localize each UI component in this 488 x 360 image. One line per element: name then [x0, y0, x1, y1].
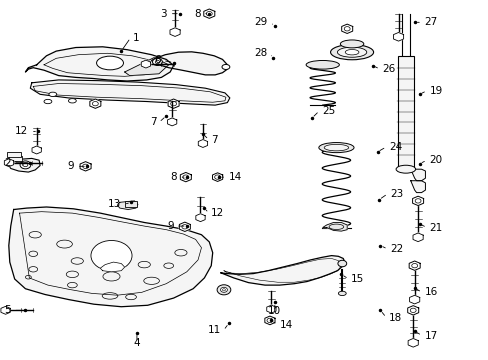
Polygon shape — [410, 169, 425, 181]
Polygon shape — [141, 60, 150, 68]
Polygon shape — [9, 158, 40, 172]
Text: 7: 7 — [211, 135, 218, 145]
Polygon shape — [410, 181, 425, 193]
Text: 23: 23 — [389, 189, 403, 199]
Ellipse shape — [324, 144, 348, 151]
Polygon shape — [407, 338, 417, 347]
Text: 9: 9 — [166, 221, 173, 231]
Text: 2: 2 — [4, 158, 11, 168]
Text: 29: 29 — [254, 17, 267, 27]
Text: 8: 8 — [193, 9, 200, 19]
Text: 1: 1 — [133, 33, 140, 43]
Text: 17: 17 — [424, 330, 437, 341]
Polygon shape — [412, 233, 422, 242]
Polygon shape — [167, 118, 177, 126]
Text: 24: 24 — [388, 142, 401, 152]
Polygon shape — [203, 9, 214, 18]
Polygon shape — [412, 196, 423, 206]
Ellipse shape — [337, 47, 366, 57]
Polygon shape — [393, 32, 403, 41]
Text: 5: 5 — [4, 305, 11, 315]
Ellipse shape — [338, 291, 346, 296]
Text: 11: 11 — [207, 325, 221, 336]
Polygon shape — [180, 172, 191, 182]
Ellipse shape — [49, 92, 57, 96]
Text: 19: 19 — [428, 86, 442, 96]
Text: 20: 20 — [428, 155, 442, 165]
Polygon shape — [408, 261, 419, 270]
Polygon shape — [25, 47, 173, 81]
Text: 15: 15 — [350, 274, 364, 284]
Polygon shape — [221, 256, 344, 285]
Text: 13: 13 — [108, 199, 121, 210]
Ellipse shape — [330, 45, 373, 60]
Polygon shape — [80, 162, 91, 171]
Text: 26: 26 — [382, 64, 395, 74]
Polygon shape — [30, 80, 229, 105]
Ellipse shape — [222, 64, 229, 69]
Polygon shape — [198, 140, 207, 148]
Text: 14: 14 — [279, 320, 292, 330]
Text: 16: 16 — [424, 287, 437, 297]
Ellipse shape — [345, 49, 358, 55]
Ellipse shape — [318, 143, 353, 153]
Ellipse shape — [337, 260, 346, 267]
Polygon shape — [179, 222, 190, 231]
Text: 12: 12 — [211, 208, 224, 218]
Polygon shape — [117, 201, 138, 210]
FancyBboxPatch shape — [125, 201, 137, 207]
Text: 14: 14 — [228, 172, 242, 182]
Text: 4: 4 — [133, 338, 140, 348]
Text: 10: 10 — [268, 306, 281, 316]
Polygon shape — [168, 99, 179, 108]
Text: 8: 8 — [170, 172, 177, 182]
FancyBboxPatch shape — [397, 56, 413, 169]
Polygon shape — [264, 316, 274, 325]
Text: 25: 25 — [321, 106, 334, 116]
Ellipse shape — [152, 58, 162, 66]
Text: 27: 27 — [424, 17, 437, 27]
Polygon shape — [266, 305, 276, 313]
Ellipse shape — [340, 40, 363, 48]
Polygon shape — [212, 173, 222, 181]
Text: 22: 22 — [389, 244, 403, 254]
Text: 28: 28 — [254, 48, 267, 58]
Ellipse shape — [395, 165, 415, 173]
FancyBboxPatch shape — [7, 152, 20, 157]
Polygon shape — [124, 58, 168, 76]
Ellipse shape — [68, 99, 76, 103]
Circle shape — [91, 240, 132, 271]
Polygon shape — [322, 222, 346, 231]
Text: 12: 12 — [15, 126, 28, 136]
Text: 7: 7 — [149, 117, 156, 127]
Polygon shape — [4, 159, 14, 167]
Polygon shape — [341, 24, 352, 33]
Ellipse shape — [305, 60, 339, 69]
Polygon shape — [90, 99, 101, 108]
Ellipse shape — [217, 285, 230, 295]
Polygon shape — [100, 262, 124, 272]
Text: 18: 18 — [388, 312, 401, 323]
Ellipse shape — [220, 287, 227, 292]
Text: 6: 6 — [153, 55, 160, 66]
Ellipse shape — [20, 161, 31, 169]
FancyBboxPatch shape — [9, 156, 22, 161]
Text: 3: 3 — [160, 9, 167, 19]
Polygon shape — [32, 146, 41, 154]
Text: 9: 9 — [67, 161, 74, 171]
Text: 21: 21 — [428, 222, 442, 233]
Polygon shape — [9, 207, 212, 307]
Polygon shape — [409, 295, 419, 304]
Polygon shape — [195, 214, 205, 222]
Polygon shape — [170, 28, 180, 36]
Ellipse shape — [96, 56, 123, 70]
Polygon shape — [151, 52, 227, 75]
Ellipse shape — [44, 99, 52, 104]
Polygon shape — [407, 306, 418, 315]
Polygon shape — [1, 306, 10, 314]
